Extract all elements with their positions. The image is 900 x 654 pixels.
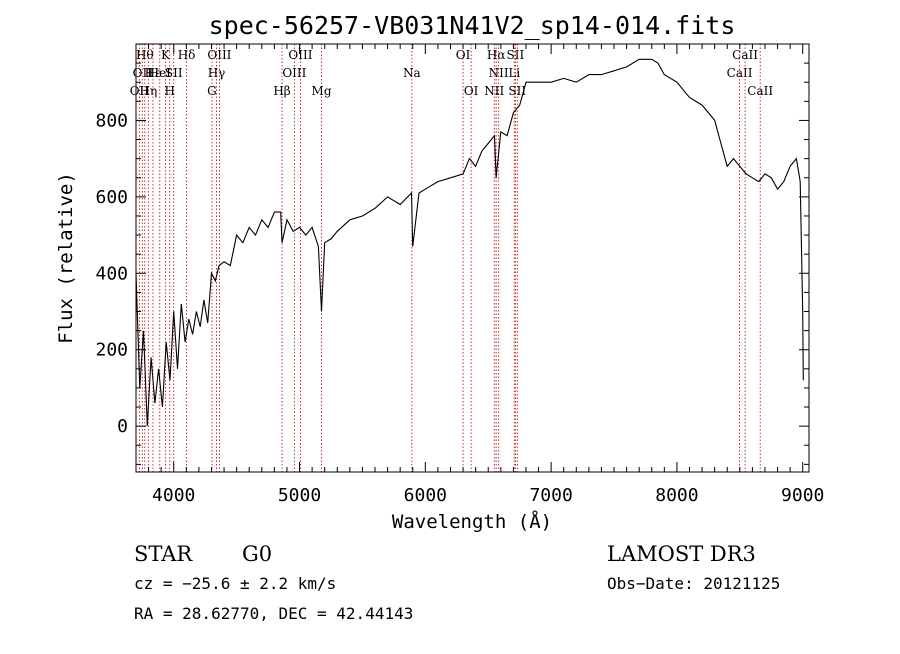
y-tick-label-400: 400 — [95, 263, 128, 284]
object-subclass: G0 — [242, 542, 272, 566]
redshift-info: cz = −25.6 ± 2.2 km/s — [134, 574, 336, 593]
line-label-15: OIII — [288, 48, 312, 62]
x-axis-ticks: 4000 5000 6000 7000 8000 9000 — [148, 44, 824, 506]
x-tick-label-8000: 8000 — [655, 485, 698, 506]
emission-line-markers: OIIOIIHθHηHεHeIKHSIIHδGHγOIIIHβOIIIOIIIM… — [130, 44, 773, 472]
x-tick-label-6000: 6000 — [404, 485, 447, 506]
line-label-28: CaII — [747, 84, 773, 98]
y-axis-ticks: 0 200 400 600 800 — [95, 62, 809, 465]
line-label-23: Li — [508, 66, 520, 80]
line-label-27: CaII — [732, 48, 758, 62]
x-axis-label: Wavelength (Å) — [392, 510, 552, 533]
obs-date: Obs−Date: 20121125 — [607, 574, 780, 593]
line-label-1: OII — [133, 66, 153, 80]
line-label-2: Hθ — [136, 48, 154, 62]
line-label-25: SII — [508, 84, 526, 98]
line-label-8: SII — [165, 66, 183, 80]
x-tick-label-5000: 5000 — [278, 485, 321, 506]
line-label-26: CaII — [727, 66, 753, 80]
plot-frame — [135, 43, 810, 473]
x-tick-label-9000: 9000 — [781, 485, 824, 506]
line-label-11: Hγ — [208, 66, 226, 80]
line-label-9: Hδ — [178, 48, 196, 62]
line-label-22: NII — [489, 66, 509, 80]
line-label-19: OI — [464, 84, 479, 98]
line-label-13: Hβ — [273, 84, 290, 98]
y-tick-label-800: 800 — [95, 110, 128, 131]
line-label-6: K — [161, 48, 171, 62]
line-label-12: OIII — [207, 48, 231, 62]
y-tick-label-600: 600 — [95, 187, 128, 208]
line-label-14: OIII — [282, 66, 306, 80]
y-tick-label-200: 200 — [95, 340, 128, 361]
line-label-10: G — [207, 84, 217, 98]
y-tick-label-0: 0 — [117, 416, 128, 437]
x-tick-label-4000: 4000 — [152, 485, 195, 506]
line-label-4: Hε — [145, 66, 162, 80]
line-label-17: Na — [403, 66, 421, 80]
chart-title: spec-56257-VB031N41V2_sp14-014.fits — [209, 11, 736, 40]
line-label-20: NII — [484, 84, 504, 98]
spectrum-series-line — [135, 58, 804, 427]
line-label-7: H — [164, 84, 174, 98]
x-tick-label-7000: 7000 — [529, 485, 572, 506]
survey-name: LAMOST DR3 — [607, 542, 756, 566]
line-label-21: Hα — [487, 48, 506, 62]
line-label-24: SII — [507, 48, 525, 62]
y-axis-label: Flux (relative) — [55, 172, 77, 344]
object-class: STAR — [134, 542, 193, 566]
line-label-18: OI — [456, 48, 471, 62]
line-label-3: Hη — [139, 84, 157, 98]
line-label-16: Mg — [312, 84, 332, 98]
coordinates: RA = 28.62770, DEC = 42.44143 — [134, 604, 413, 623]
